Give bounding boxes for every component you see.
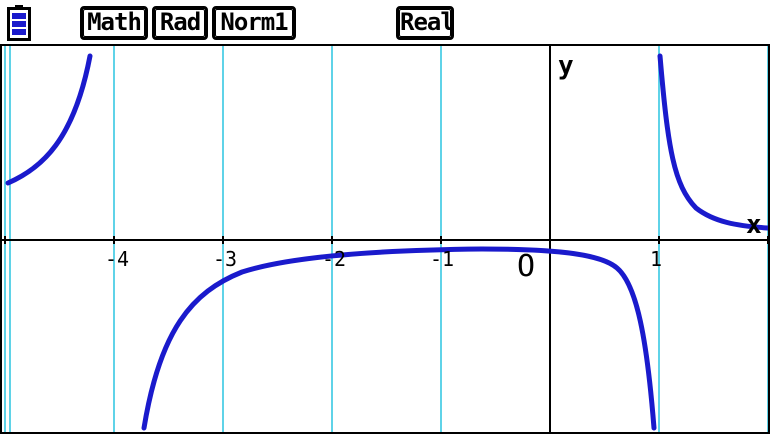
x-tick-label: -4 [105, 247, 129, 271]
mode-badge-label: Real [399, 8, 455, 37]
origin-label: O [517, 249, 535, 284]
battery-icon [7, 5, 31, 41]
x-tick-label: -1 [430, 247, 454, 271]
mode-badge-label: Norm1 [215, 9, 293, 37]
mode-badge-angle: Rad [152, 6, 208, 40]
mode-badge-number: Real [396, 6, 455, 40]
graph-curve-middle [141, 246, 657, 431]
mode-badge-label: Math [83, 9, 145, 37]
graph-canvas[interactable]: y x O -4 -3 -2 -1 1 [2, 46, 770, 432]
graph-area[interactable]: y x O -4 -3 -2 -1 1 [0, 46, 770, 434]
x-tick-label: 1 [650, 247, 662, 271]
x-tick-label: -3 [213, 247, 237, 271]
x-axis-label: x [746, 210, 762, 240]
mode-badge-label: Rad [155, 9, 205, 37]
mode-badge-display: Norm1 [212, 6, 296, 40]
graph-curve-left [5, 53, 93, 186]
graph-curve-right [657, 53, 770, 231]
status-bar: Math Rad Norm1 Real [0, 0, 770, 46]
y-axis-label: y [558, 51, 574, 81]
mode-badge-math: Math [80, 6, 148, 40]
x-tick-label: -2 [322, 247, 346, 271]
